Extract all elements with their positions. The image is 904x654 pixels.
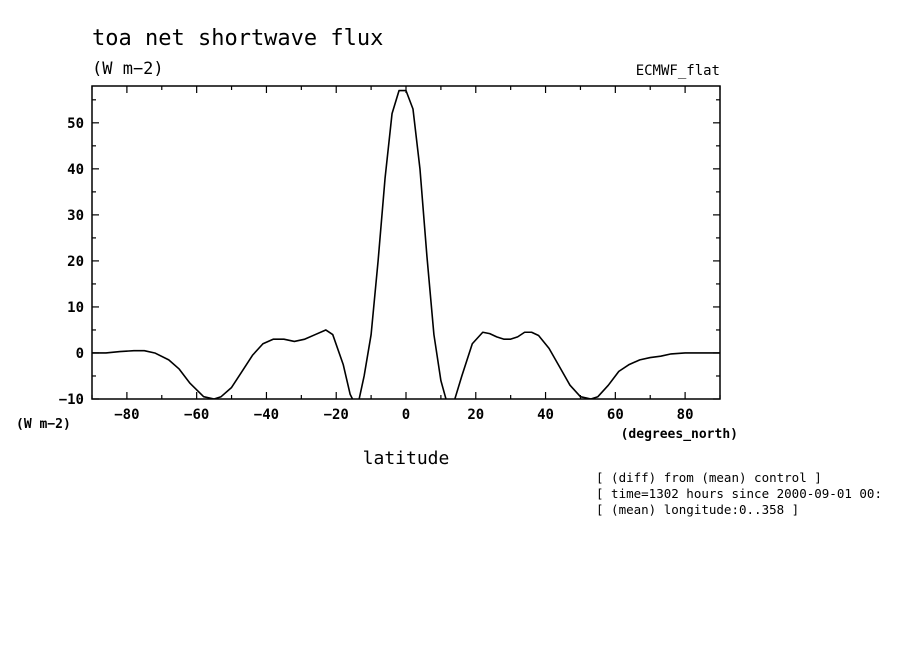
y-tick-label: 40 (67, 162, 84, 178)
chart-title: toa net shortwave flux (92, 26, 383, 51)
info-line-time: [ time=1302 hours since 2000-09-01 00: (596, 486, 882, 501)
y-axis-ticks (92, 99, 720, 400)
chart-units-label: (W m−2) (92, 59, 164, 79)
x-tick-label: −60 (184, 407, 209, 423)
x-tick-label: −20 (324, 407, 349, 423)
y-tick-label: 30 (67, 208, 84, 224)
y-axis-tick-labels: −10 0 10 20 30 40 50 (59, 116, 84, 408)
plot-frame (91, 85, 721, 400)
x-axis-ticks (91, 86, 721, 399)
y-tick-label: −10 (59, 392, 84, 408)
series-line-flux-difference (92, 89, 720, 399)
x-tick-label: 20 (467, 407, 484, 423)
x-tick-label: −80 (114, 407, 139, 423)
x-axis-label: latitude (363, 448, 450, 469)
x-tick-label: 60 (607, 407, 624, 423)
x-tick-label: 80 (677, 407, 694, 423)
x-tick-label: 0 (402, 407, 410, 423)
y-tick-label: 20 (67, 254, 84, 270)
info-line-longitude: [ (mean) longitude:0..358 ] (596, 502, 799, 517)
x-tick-label: −40 (254, 407, 279, 423)
dataset-label: ECMWF_flat (636, 63, 720, 79)
y-units-label: (W m−2) (16, 417, 71, 432)
y-tick-label: 0 (76, 346, 84, 362)
x-tick-label: 40 (537, 407, 554, 423)
y-tick-label: 10 (67, 300, 84, 316)
y-tick-label: 50 (67, 116, 84, 132)
info-line-diff: [ (diff) from (mean) control ] (596, 470, 822, 485)
x-axis-tick-labels: −80 −60 −40 −20 0 20 40 60 80 (114, 407, 693, 423)
x-units-label: (degrees_north) (621, 427, 738, 442)
